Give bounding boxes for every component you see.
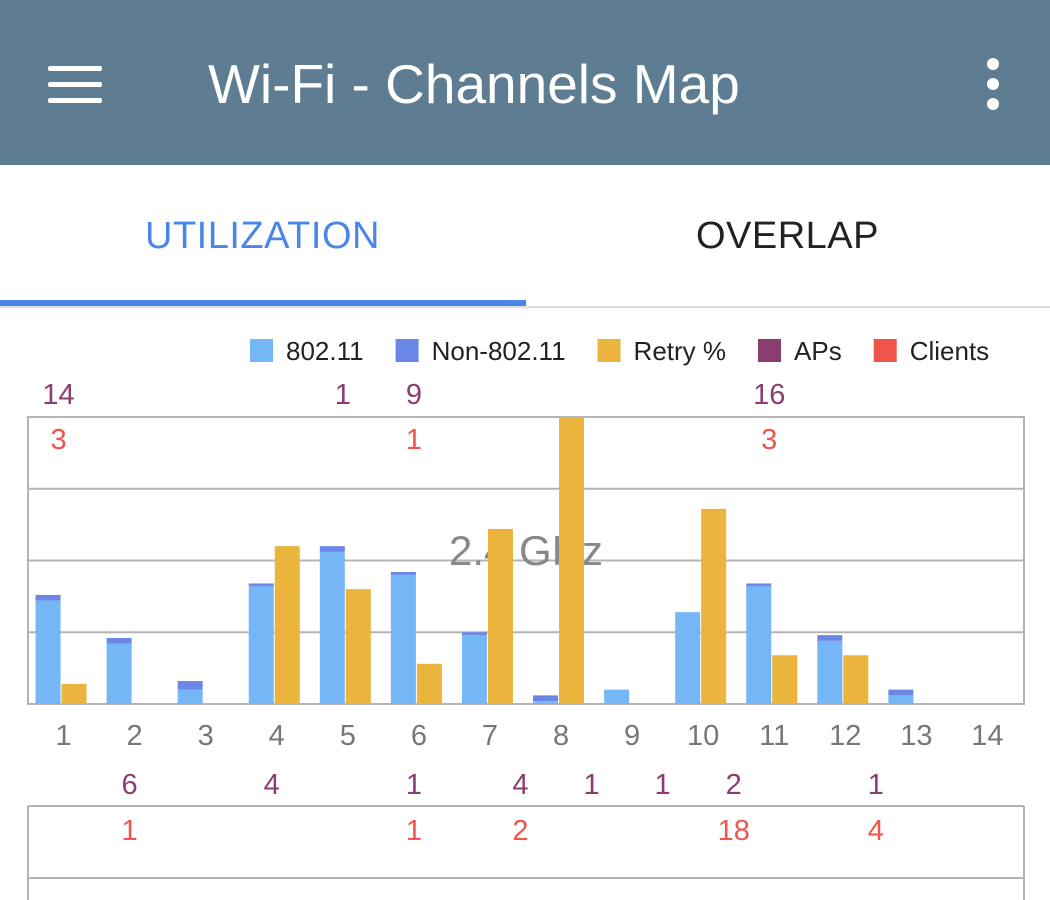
x-tick-label: 13 [900,720,932,752]
bar-802-11 [177,689,203,704]
aps-count: 6 [122,769,138,801]
aps-count: 4 [512,769,528,801]
hamburger-menu-icon[interactable] [48,66,104,106]
legend-swatch [873,339,897,362]
x-tick-label: 7 [482,720,498,752]
bar-802-11 [533,701,559,704]
aps-count: 4 [264,769,280,801]
x-tick-label: 10 [687,720,719,752]
bar-non-802-11 [390,571,416,575]
x-tick-label: 2 [127,720,143,752]
bar-802-11 [390,574,416,704]
bar-802-11 [746,586,772,704]
clients-count: 1 [122,815,138,847]
bar-non-802-11 [35,594,61,601]
bar-non-802-11 [888,689,914,696]
x-tick-label: 1 [55,720,71,752]
aps-count: 1 [655,769,671,801]
legend-label: 802.11 [286,336,364,366]
aps-count: 1 [583,769,599,801]
x-tick-label: 3 [198,720,214,752]
bar-802-11 [319,551,345,704]
tab-overlap[interactable]: OVERLAP [695,215,880,257]
clients-count: 3 [761,424,777,456]
tab-selected-indicator [0,300,526,306]
bar-non-802-11 [319,546,345,552]
plot-frame [27,416,1025,705]
clients-count: 18 [718,815,750,847]
bar-non-802-11 [248,583,274,587]
legend-label: Clients [910,336,989,366]
clients-count: 1 [406,424,422,456]
aps-count: 1 [406,769,422,801]
bar-non-802-11 [177,681,203,690]
clients-count: 3 [50,424,66,456]
aps-count: 16 [753,379,785,411]
bar-retry [416,663,442,704]
legend-label: Non-802.11 [432,336,566,366]
x-tick-label: 9 [624,720,640,752]
bar-802-11 [248,586,274,704]
bar-retry [487,528,513,704]
bar-non-802-11 [533,695,559,702]
bar-802-11 [461,635,487,704]
x-tick-label: 6 [411,720,427,752]
legend-swatch [395,339,419,362]
bar-802-11 [604,689,630,704]
tab-divider [0,306,1050,308]
x-tick-label: 4 [269,720,285,752]
aps-count: 2 [726,769,742,801]
clients-count: 1 [406,815,422,847]
clients-count: 2 [512,815,528,847]
x-tick-label: 14 [971,720,1003,752]
aps-count: 14 [42,379,74,411]
clients-count: 4 [868,815,884,847]
bar-retry [274,546,300,704]
legend-swatch [250,339,273,362]
legend-swatch [597,339,621,362]
bar-retry [772,655,798,704]
bar-retry [843,655,869,704]
x-tick-label: 12 [829,720,861,752]
bar-non-802-11 [817,635,843,641]
bar-retry [61,683,87,704]
bar-802-11 [817,640,843,704]
x-tick-label: 5 [340,720,356,752]
x-tick-label: 11 [759,720,789,752]
page-title: Wi-Fi - Channels Map [208,53,740,115]
tab-bar: UTILIZATION OVERLAP [0,165,1050,308]
tab-utilization[interactable]: UTILIZATION [145,215,380,257]
legend-swatch [758,339,782,362]
legend-label: APs [794,336,842,366]
bar-non-802-11 [461,632,487,636]
legend-label: Retry % [634,336,726,366]
bar-802-11 [675,612,701,704]
more-vertical-icon[interactable] [978,58,1010,110]
bar-retry [559,417,585,704]
bar-802-11 [888,695,914,704]
aps-count: 1 [335,379,351,411]
app-bar: Wi-Fi - Channels Map [0,0,1050,165]
bar-non-802-11 [106,637,132,644]
bar-802-11 [35,600,61,704]
aps-count: 9 [406,379,422,411]
bar-retry [345,589,371,704]
aps-count: 1 [868,769,884,801]
x-tick-label: 8 [553,720,569,752]
bar-non-802-11 [746,583,772,587]
bar-retry [701,508,727,704]
bar-802-11 [106,643,132,704]
